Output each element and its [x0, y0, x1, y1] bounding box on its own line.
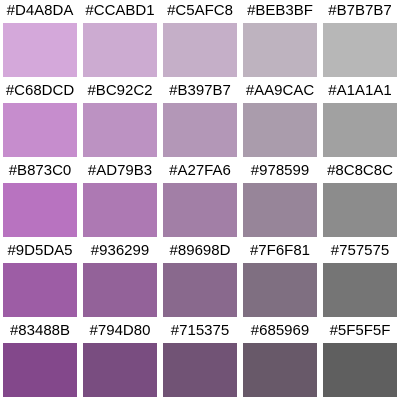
- palette-cell: #757575: [320, 240, 400, 320]
- color-swatch: [323, 103, 397, 157]
- palette-cell: #C5AFC8: [160, 0, 240, 80]
- color-swatch: [83, 23, 157, 77]
- palette-cell: #BC92C2: [80, 80, 160, 160]
- palette-cell: #B7B7B7: [320, 0, 400, 80]
- palette-cell: #8C8C8C: [320, 160, 400, 240]
- color-code-label: #B7B7B7: [328, 2, 392, 19]
- color-code-label: #A27FA6: [169, 162, 231, 179]
- color-code-label: #715375: [170, 322, 230, 339]
- color-code-label: #9D5DA5: [7, 242, 73, 259]
- palette-cell: #978599: [240, 160, 320, 240]
- color-swatch: [163, 263, 237, 317]
- color-code-label: #BC92C2: [87, 82, 153, 99]
- palette-cell: #9D5DA5: [0, 240, 80, 320]
- color-code-label: #CCABD1: [85, 2, 155, 19]
- palette-cell: #B397B7: [160, 80, 240, 160]
- color-code-label: #D4A8DA: [6, 2, 74, 19]
- palette-cell: #7F6F81: [240, 240, 320, 320]
- palette-cell: #936299: [80, 240, 160, 320]
- color-code-label: #83488B: [9, 322, 71, 339]
- color-swatch: [243, 263, 317, 317]
- color-swatch: [3, 23, 77, 77]
- color-swatch: [3, 263, 77, 317]
- color-code-label: #7F6F81: [249, 242, 311, 259]
- color-swatch: [3, 343, 77, 397]
- color-code-label: #C5AFC8: [167, 2, 233, 19]
- color-swatch: [163, 343, 237, 397]
- palette-cell: #BEB3BF: [240, 0, 320, 80]
- color-swatch: [83, 103, 157, 157]
- color-swatch: [163, 23, 237, 77]
- palette-cell: #D4A8DA: [0, 0, 80, 80]
- color-code-label: #AD79B3: [87, 162, 153, 179]
- color-code-label: #978599: [250, 162, 310, 179]
- color-swatch: [243, 23, 317, 77]
- palette-cell: #A27FA6: [160, 160, 240, 240]
- color-code-label: #B873C0: [8, 162, 72, 179]
- color-code-label: #757575: [330, 242, 390, 259]
- color-swatch: [243, 183, 317, 237]
- color-swatch: [323, 343, 397, 397]
- color-swatch: [3, 183, 77, 237]
- color-code-label: #89698D: [169, 242, 231, 259]
- palette-cell: #AD79B3: [80, 160, 160, 240]
- palette-cell: #AA9CAC: [240, 80, 320, 160]
- palette-cell: #83488B: [0, 320, 80, 400]
- color-swatch: [163, 183, 237, 237]
- color-code-label: #936299: [90, 242, 150, 259]
- color-swatch: [323, 23, 397, 77]
- palette-cell: #89698D: [160, 240, 240, 320]
- color-code-label: #794D80: [89, 322, 151, 339]
- color-code-label: #5F5F5F: [329, 322, 391, 339]
- palette-cell: #5F5F5F: [320, 320, 400, 400]
- color-swatch: [243, 343, 317, 397]
- palette-cell: #715375: [160, 320, 240, 400]
- color-code-label: #B397B7: [169, 82, 231, 99]
- color-swatch: [83, 183, 157, 237]
- color-code-label: #C68DCD: [5, 82, 75, 99]
- color-swatch: [243, 103, 317, 157]
- color-swatch: [3, 103, 77, 157]
- color-code-label: #AA9CAC: [245, 82, 315, 99]
- palette-cell: #CCABD1: [80, 0, 160, 80]
- color-swatch: [83, 263, 157, 317]
- color-swatch: [163, 103, 237, 157]
- palette-cell: #A1A1A1: [320, 80, 400, 160]
- palette-cell: #C68DCD: [0, 80, 80, 160]
- color-code-label: #8C8C8C: [327, 162, 393, 179]
- color-code-label: #685969: [250, 322, 310, 339]
- color-swatch: [323, 263, 397, 317]
- palette-cell: #685969: [240, 320, 320, 400]
- palette-cell: #794D80: [80, 320, 160, 400]
- color-swatch: [323, 183, 397, 237]
- color-code-label: #A1A1A1: [328, 82, 392, 99]
- color-swatch: [83, 343, 157, 397]
- color-code-label: #BEB3BF: [247, 2, 313, 19]
- palette-cell: #B873C0: [0, 160, 80, 240]
